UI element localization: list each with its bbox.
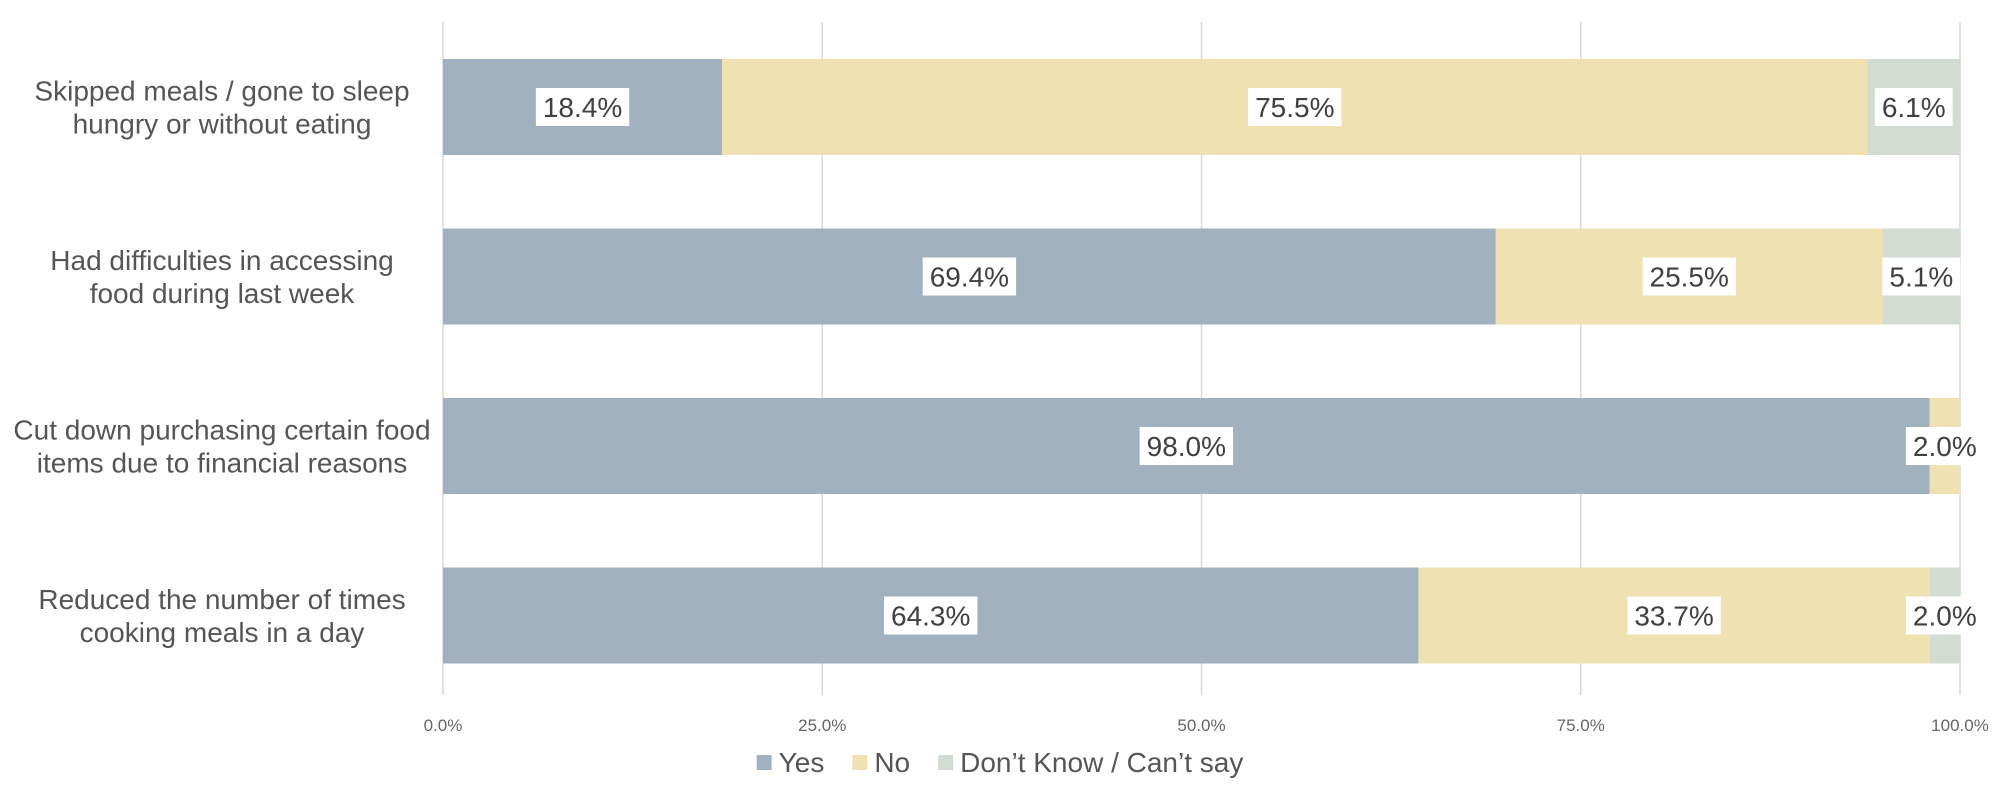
data-label: 69.4% bbox=[930, 262, 1009, 293]
data-label: 75.5% bbox=[1255, 92, 1334, 123]
data-label: 5.1% bbox=[1889, 262, 1953, 293]
data-label: 33.7% bbox=[1634, 601, 1713, 632]
data-label-box bbox=[535, 88, 630, 126]
data-label-box bbox=[1905, 427, 1984, 465]
data-labels: 18.4% 75.5% 6.1% 69.4% 25.5% 5.1% 98.0% 2.0% 64.… bbox=[535, 88, 1984, 635]
data-label-box bbox=[1139, 427, 1234, 465]
data-label-box bbox=[1905, 596, 1984, 635]
data-label-box bbox=[1627, 596, 1721, 635]
data-label: 2.0% bbox=[1913, 431, 1977, 462]
category-label: Cut down purchasing certain food bbox=[13, 415, 430, 446]
x-tick-label: 0.0% bbox=[424, 716, 463, 735]
legend-swatch bbox=[852, 755, 868, 770]
data-label: 18.4% bbox=[543, 92, 622, 123]
category-label: Skipped meals / gone to sleep bbox=[34, 76, 409, 107]
x-axis-ticks: 0.0% 25.0% 50.0% 75.0% 100.0% bbox=[424, 716, 1989, 735]
data-label-box bbox=[922, 257, 1017, 296]
legend: Yes No Don’t Know / Can’t say bbox=[756, 747, 1243, 778]
data-label-box bbox=[884, 596, 978, 635]
data-label-box bbox=[1874, 88, 1953, 126]
data-label: 64.3% bbox=[891, 601, 970, 632]
data-label-box bbox=[1642, 257, 1736, 296]
legend-swatch bbox=[938, 755, 954, 770]
data-label-box bbox=[1882, 257, 1961, 296]
legend-label: No bbox=[874, 747, 910, 778]
x-tick-label: 50.0% bbox=[1177, 716, 1225, 735]
category-label: cooking meals in a day bbox=[80, 617, 365, 648]
data-label: 98.0% bbox=[1147, 431, 1226, 462]
data-label-box bbox=[1248, 88, 1342, 126]
x-tick-label: 75.0% bbox=[1557, 716, 1605, 735]
data-label: 25.5% bbox=[1650, 262, 1729, 293]
legend-label: Yes bbox=[779, 747, 825, 778]
category-label: items due to financial reasons bbox=[37, 448, 407, 479]
data-label: 6.1% bbox=[1882, 92, 1946, 123]
category-label: Reduced the number of times bbox=[38, 584, 405, 615]
data-label: 2.0% bbox=[1913, 601, 1977, 632]
x-tick-label: 100.0% bbox=[1931, 716, 1989, 735]
x-tick-label: 25.0% bbox=[798, 716, 846, 735]
category-label: Had difficulties in accessing bbox=[50, 245, 393, 276]
legend-label: Don’t Know / Can’t say bbox=[960, 747, 1243, 778]
legend-swatch bbox=[756, 755, 772, 770]
category-label: hungry or without eating bbox=[73, 109, 372, 140]
category-label: food during last week bbox=[90, 278, 356, 309]
